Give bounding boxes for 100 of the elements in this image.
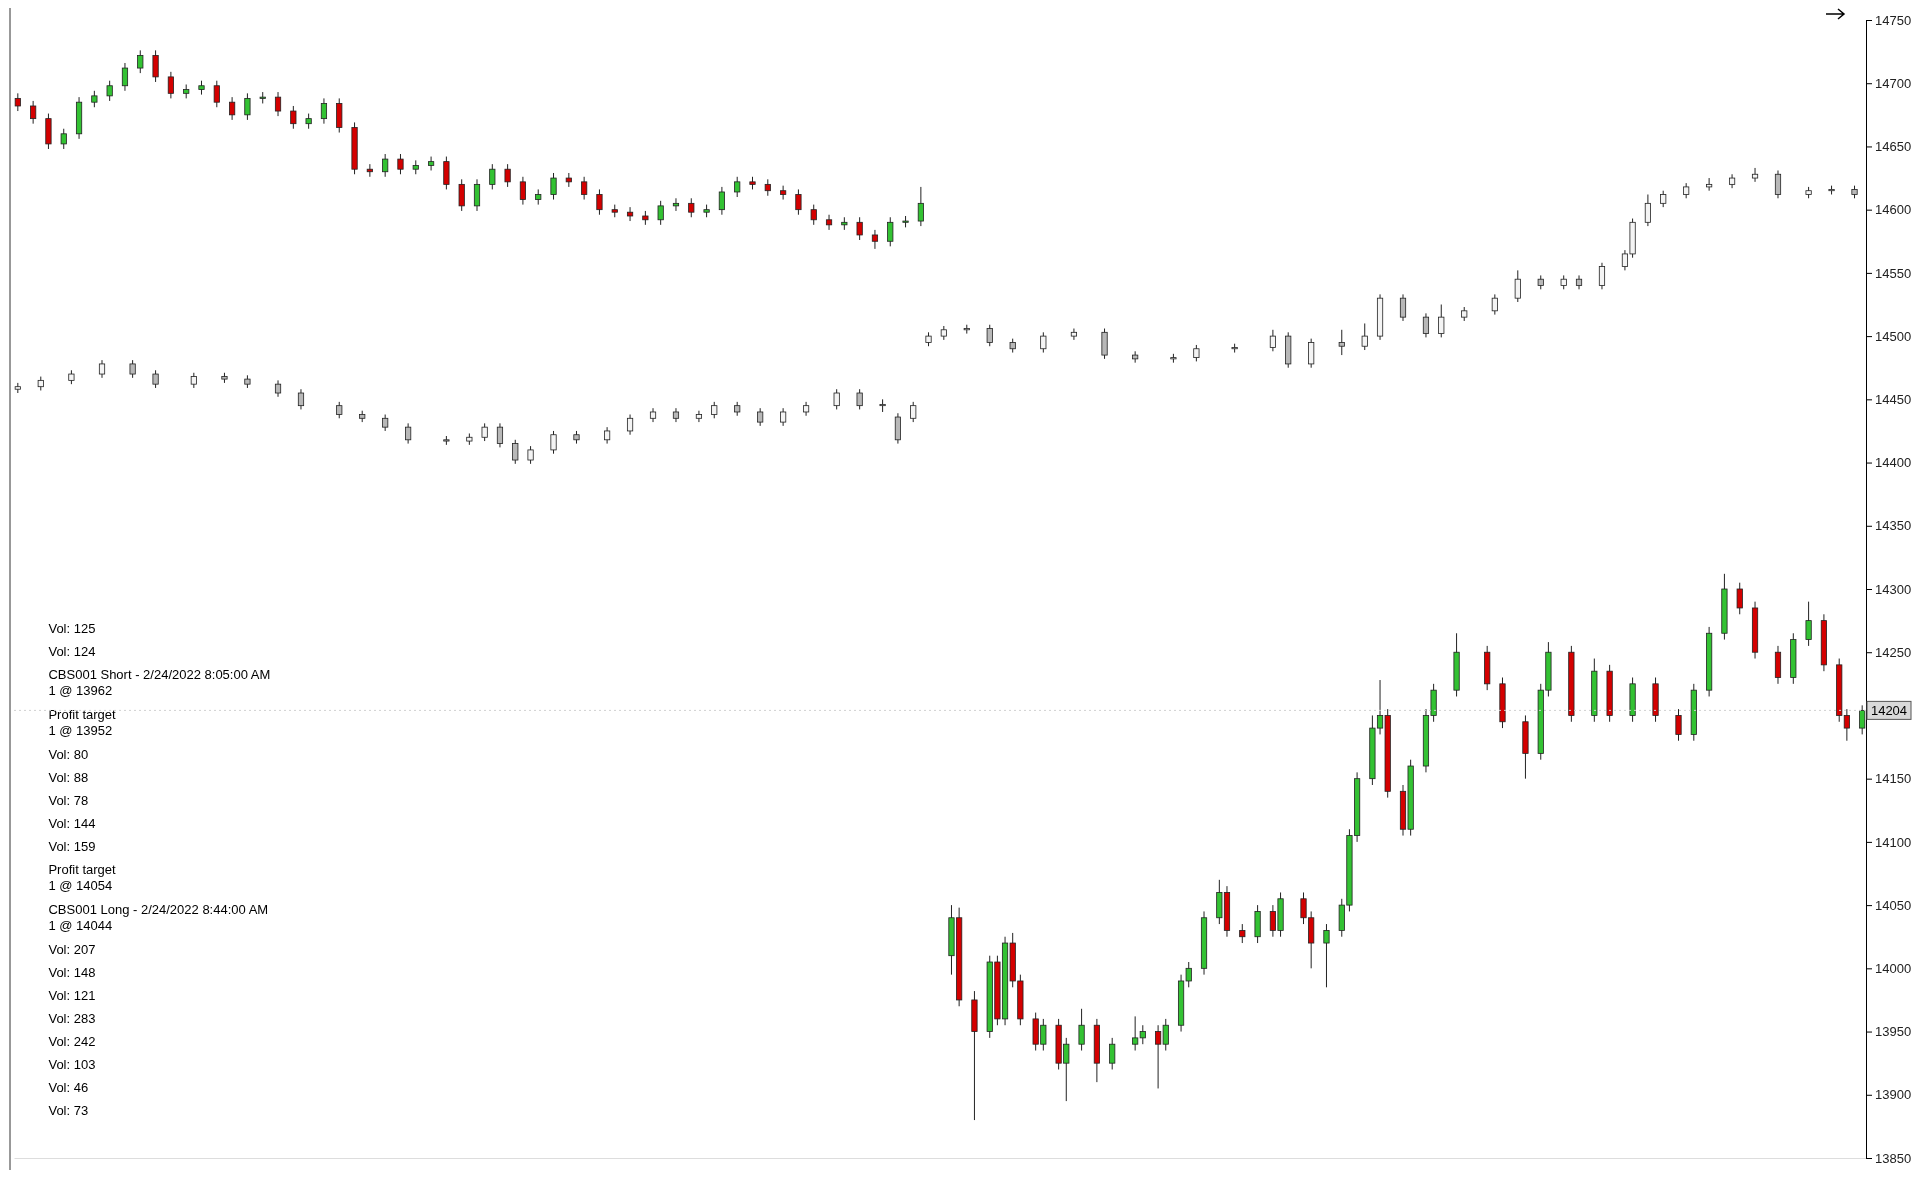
candlestick	[121, 62, 129, 92]
candlestick	[1078, 1008, 1085, 1052]
candlestick	[917, 186, 924, 227]
candlestick	[833, 388, 840, 410]
candlestick	[428, 156, 435, 171]
y-tick-label: 14600	[1875, 202, 1912, 218]
candlestick	[213, 80, 220, 108]
candlestick	[290, 105, 297, 130]
candlestick	[1644, 193, 1651, 227]
candlestick	[1239, 923, 1246, 944]
candlestick	[504, 163, 511, 188]
annotation: CBS001 Long - 2/24/2022 8:44:00 AM 1 @ 14044	[48, 902, 269, 933]
candlestick	[871, 229, 879, 250]
candlestick	[512, 439, 519, 465]
y-tick-label: 14550	[1875, 265, 1912, 281]
candlestick	[1070, 328, 1078, 341]
candlestick	[1109, 1037, 1116, 1070]
candlestick	[581, 176, 588, 201]
ref-line-label: 14204	[1870, 702, 1908, 718]
candlestick	[274, 91, 282, 117]
candlestick	[1514, 269, 1521, 303]
annotation: Vol: 283	[48, 1011, 96, 1026]
candlestick	[320, 97, 328, 125]
annotation: Vol: 124	[48, 644, 96, 659]
candlestick	[244, 92, 251, 121]
candlestick	[780, 185, 787, 201]
candlestick	[473, 178, 481, 212]
candlestick	[30, 100, 37, 125]
y-tick-label: 14000	[1875, 960, 1912, 976]
candlestick	[596, 188, 603, 216]
candlestick	[1101, 328, 1108, 360]
y-tick-label: 14650	[1875, 139, 1912, 155]
candlestick	[657, 200, 664, 226]
annotation: Profit target 1 @ 14054	[48, 862, 117, 893]
annotation: Vol: 242	[48, 1034, 96, 1049]
annotation: Vol: 88	[48, 770, 89, 785]
candlestick	[1338, 329, 1345, 356]
candlestick	[825, 214, 833, 231]
candlestick	[382, 153, 389, 178]
candlestick	[718, 186, 725, 216]
annotation: Vol: 125	[48, 621, 96, 636]
candlestick	[297, 388, 305, 410]
candlestick	[894, 412, 901, 445]
candlestick	[688, 197, 695, 218]
candlestick	[152, 49, 159, 83]
candlestick	[1438, 304, 1445, 338]
candlestick	[1040, 331, 1047, 354]
candlestick	[496, 422, 504, 448]
candlestick	[1598, 262, 1606, 290]
candlestick	[366, 163, 373, 178]
candlestick	[1751, 167, 1759, 183]
candlestick	[986, 324, 993, 347]
candlestick	[626, 206, 634, 222]
candlestick	[1491, 293, 1498, 316]
candlestick	[1323, 923, 1330, 988]
annotation: Vol: 144	[48, 816, 96, 831]
candlestick	[1675, 708, 1682, 742]
candlestick	[106, 80, 113, 102]
candlestick	[137, 49, 144, 74]
candlestick	[397, 153, 404, 175]
y-tick-label: 14500	[1875, 328, 1912, 344]
candlestick	[1575, 274, 1583, 290]
y-tick-label: 14250	[1875, 644, 1912, 660]
annotation: Vol: 121	[48, 988, 96, 1003]
candlestick	[405, 422, 412, 445]
y-tick-label: 14450	[1875, 391, 1912, 407]
y-tick-label: 14100	[1875, 834, 1912, 850]
candlestick	[672, 197, 680, 212]
candlestick	[795, 188, 802, 216]
candlestick	[1805, 601, 1812, 647]
candlestick	[60, 128, 67, 150]
candlestick	[695, 410, 703, 423]
y-tick-label: 14300	[1875, 581, 1912, 597]
candlestick	[856, 388, 863, 410]
candlestick	[1308, 338, 1315, 369]
candlestick	[443, 156, 450, 190]
annotation: Vol: 73	[48, 1103, 89, 1118]
candlestick	[887, 216, 894, 247]
candlestick	[1422, 312, 1430, 338]
annotation: CBS001 Short - 2/24/2022 8:05:00 AM 1 @ 13962	[48, 667, 271, 698]
candlestick	[1859, 704, 1866, 735]
candlestick	[550, 172, 557, 201]
candlestick	[1774, 169, 1782, 199]
candlestick	[810, 204, 817, 226]
candlestick	[519, 176, 526, 206]
candlestick	[489, 163, 496, 190]
annotation: Vol: 46	[48, 1080, 89, 1095]
candlestick	[550, 430, 557, 455]
y-tick-label: 14350	[1875, 518, 1912, 534]
y-tick-label: 14400	[1875, 455, 1912, 471]
candlestick	[167, 71, 174, 99]
annotation: Vol: 148	[48, 965, 96, 980]
y-tick-label: 14150	[1875, 771, 1912, 787]
candlestick	[1399, 293, 1407, 322]
candlestick	[626, 414, 634, 436]
y-tick-label: 14750	[1875, 12, 1912, 28]
y-tick-label: 13950	[1875, 1024, 1912, 1040]
candlestick	[458, 178, 465, 212]
annotation: Vol: 159	[48, 839, 96, 854]
candlestick	[1361, 322, 1368, 351]
